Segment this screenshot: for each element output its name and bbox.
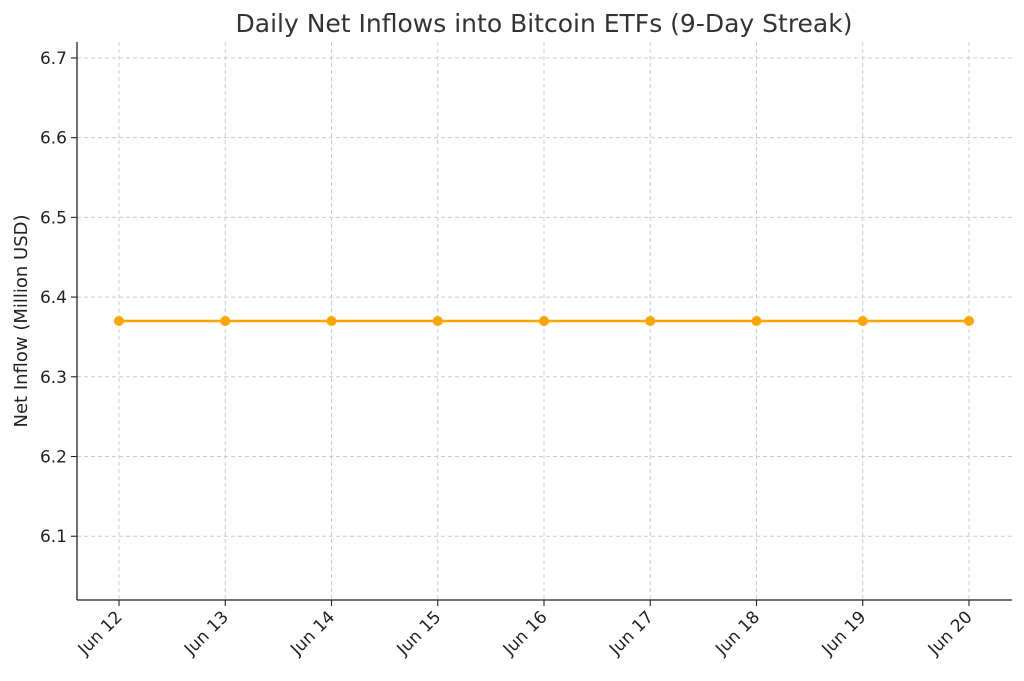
y-tick-label: 6.1 xyxy=(40,527,67,547)
tick-labels: 6.1 6.2 6.3 6.4 6.5 6.6 6.7 Jun 12 Jun 13 Jun 14 J… xyxy=(40,49,977,660)
x-tick-label: Jun 16 xyxy=(499,607,552,660)
y-tick-label: 6.3 xyxy=(40,368,67,388)
x-tick-label: Jun 19 xyxy=(818,607,871,660)
x-tick-label: Jun 15 xyxy=(393,607,446,660)
y-tick-label: 6.6 xyxy=(40,129,67,149)
series-layer xyxy=(114,316,974,326)
data-point xyxy=(326,316,337,326)
y-tick-label: 6.7 xyxy=(40,49,67,69)
data-point xyxy=(220,316,231,326)
y-tick-label: 6.2 xyxy=(40,448,67,468)
y-axis-label: Net Inflow (Million USD) xyxy=(11,214,32,427)
chart-title: Daily Net Inflows into Bitcoin ETFs (9-D… xyxy=(236,9,853,38)
x-tick-label: Jun 20 xyxy=(924,607,977,660)
axes xyxy=(71,42,1012,606)
x-tick-label: Jun 14 xyxy=(286,607,339,660)
y-tick-label: 6.4 xyxy=(40,288,67,308)
x-tick-label: Jun 18 xyxy=(711,607,764,660)
data-point xyxy=(857,316,868,326)
data-point xyxy=(539,316,549,326)
y-tick-label: 6.5 xyxy=(40,208,67,228)
data-point xyxy=(432,316,443,326)
x-tick-label: Jun 12 xyxy=(74,607,127,660)
data-point xyxy=(751,316,762,326)
grid xyxy=(77,42,1012,600)
x-tick-label: Jun 17 xyxy=(605,607,658,660)
data-point xyxy=(114,316,124,326)
data-point xyxy=(964,316,974,326)
x-tick-label: Jun 13 xyxy=(180,607,233,660)
data-point xyxy=(645,316,656,326)
